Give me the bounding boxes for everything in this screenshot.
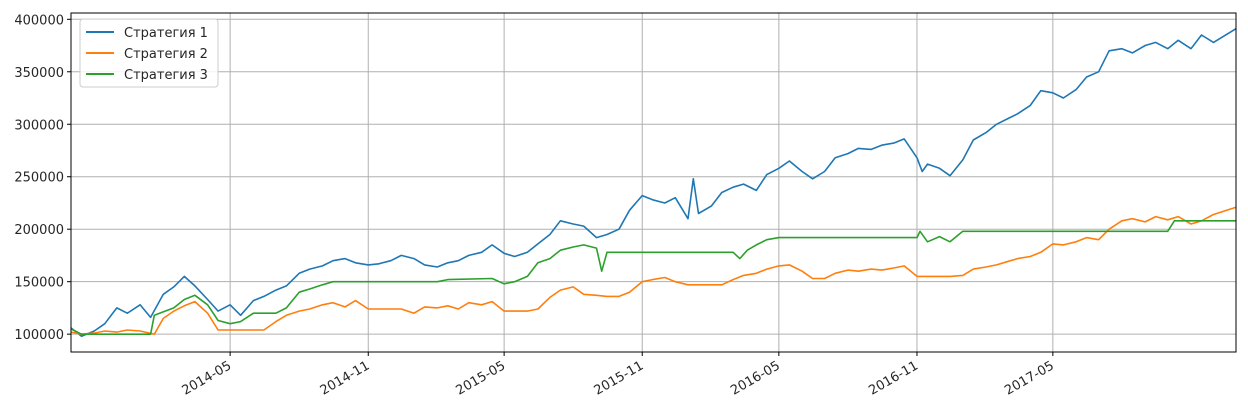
y-axis: 100000 150000 200000 250000 300000 350000 4000… [14, 13, 71, 343]
legend-box [79, 18, 219, 88]
plot-frame [70, 12, 1237, 353]
series-line-2 [70, 206, 1237, 335]
legend-label-3: Стратегия 3 [124, 68, 208, 83]
y-tick-label: 200000 [14, 223, 64, 238]
y-tick-label: 300000 [14, 118, 64, 133]
y-tick-label: 400000 [14, 13, 64, 28]
series-line-1 [70, 28, 1237, 338]
y-tick-label: 250000 [14, 171, 64, 186]
legend-label-2: Стратегия 2 [124, 47, 208, 62]
y-tick-label: 100000 [14, 328, 64, 343]
grid-lines [71, 13, 1236, 352]
series-lines [70, 28, 1237, 338]
legend-label-1: Стратегия 1 [124, 26, 208, 41]
legend: Стратегия 1 Стратегия 2 Стратегия 3 [79, 18, 219, 88]
y-tick-label: 150000 [14, 276, 64, 291]
series-line-3 [70, 220, 1236, 335]
y-tick-label: 350000 [14, 66, 64, 81]
